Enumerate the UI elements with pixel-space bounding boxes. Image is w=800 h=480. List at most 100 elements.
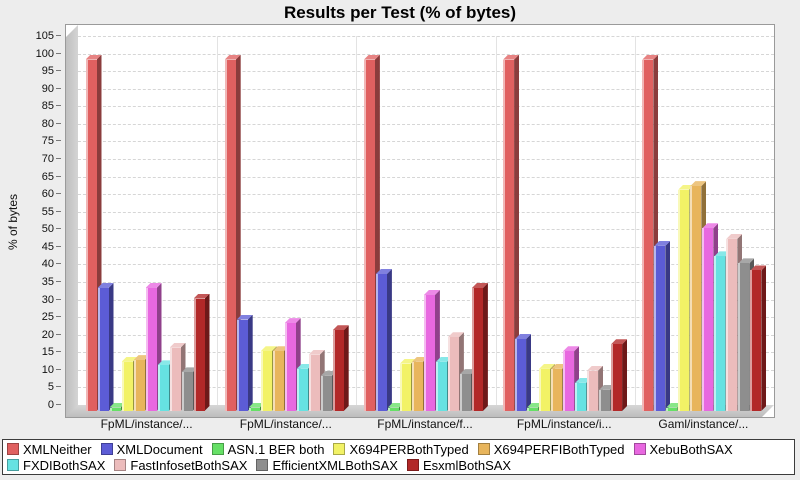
gridline — [78, 211, 774, 213]
y-axis-tick-label: 20 — [41, 328, 54, 341]
legend-swatch-icon — [256, 459, 269, 471]
legend-swatch-icon — [211, 443, 224, 455]
gridline — [78, 36, 774, 38]
bar-face-top — [321, 371, 337, 376]
legend-item-XebuBothSAX: XebuBothSAX — [633, 441, 733, 457]
bar-face-front — [702, 228, 714, 411]
bar-face-top — [110, 403, 126, 408]
y-axis-tick-mark — [56, 87, 61, 89]
gridline — [78, 264, 774, 266]
bar-face-top — [515, 334, 531, 339]
legend-label: EsxmlBothSAX — [422, 457, 512, 473]
left-wall-3d — [66, 25, 78, 417]
chart-title: Results per Test (% of bytes) — [283, 3, 517, 22]
legend-swatch-icon — [100, 443, 113, 455]
bar-face-side — [375, 55, 380, 411]
bar-XMLDocument — [375, 269, 393, 411]
gridline — [78, 53, 774, 55]
bar-XebuBothSAX — [423, 290, 441, 411]
bar-face-top — [551, 364, 567, 369]
y-axis-tick-label: 75 — [41, 135, 54, 148]
bar-face-top — [575, 378, 591, 383]
bar-face-top — [690, 181, 706, 186]
gridline — [78, 106, 774, 108]
bar-face-front — [308, 354, 320, 411]
legend-label: X694PERFIBothTyped — [493, 441, 625, 457]
bar-face-top — [285, 318, 301, 323]
legend-label: XebuBothSAX — [649, 441, 733, 457]
bar-face-top — [134, 355, 150, 360]
legend-swatch-icon — [7, 443, 19, 455]
bar-face-top — [273, 346, 289, 351]
bar-face-top — [424, 290, 440, 295]
plot-area — [65, 24, 775, 418]
category-separator-line — [356, 36, 358, 405]
bar-face-top — [412, 357, 428, 362]
bar-face-front — [85, 59, 97, 411]
bar-face-top — [527, 403, 543, 408]
bar-face-side — [97, 55, 102, 411]
bar-group — [85, 19, 211, 411]
bar-face-front — [678, 189, 690, 411]
y-axis-tick-mark — [56, 140, 61, 142]
bar-face-top — [587, 366, 603, 371]
bar-face-top — [666, 403, 682, 408]
legend-item-FastInfosetBothSAX: FastInfosetBothSAX — [114, 457, 247, 473]
bar-face-front — [411, 361, 423, 411]
bar-face-side — [387, 269, 392, 411]
legend-swatch-icon — [333, 443, 346, 455]
legend-swatch-icon — [406, 459, 419, 471]
bar-face-top — [261, 346, 277, 351]
bar-face-top — [364, 55, 380, 60]
bar-face-side — [236, 55, 241, 411]
legend-label: FastInfosetBothSAX — [130, 457, 248, 473]
y-axis-tick-label: 5 — [47, 381, 54, 394]
y-axis-tick-label: 105 — [35, 30, 54, 43]
bar-face-front — [224, 59, 236, 411]
bar-XMLNeither — [85, 55, 103, 411]
bar-face-top — [611, 339, 627, 344]
y-axis-tick-mark — [56, 298, 61, 300]
bar-face-front — [169, 347, 181, 411]
legend: XMLNeither XMLDocument ASN.1 BER both X694P… — [2, 439, 795, 475]
bar-face-top — [249, 403, 265, 408]
bar-face-top — [297, 364, 313, 369]
legend-swatch-icon — [477, 443, 490, 455]
bar-face-top — [599, 385, 615, 390]
bar-face-top — [563, 346, 579, 351]
bar-face-side — [574, 346, 579, 411]
bar-face-side — [296, 318, 301, 411]
bar-face-top — [750, 265, 766, 270]
bar-XMLDocument — [654, 241, 671, 411]
bar-face-front — [399, 363, 411, 411]
bar-face-front — [236, 319, 248, 411]
bar-face-front — [97, 288, 109, 411]
bar-face-top — [86, 55, 102, 60]
y-axis-tick-label: 60 — [41, 188, 54, 201]
legend-item-FXDIBothSAX: FXDIBothSAX — [7, 457, 105, 473]
category-separator-line — [634, 36, 636, 405]
bar-face-top — [436, 357, 452, 362]
y-axis-tick-label: 95 — [41, 65, 54, 78]
y-axis-tick-label: 50 — [41, 223, 54, 236]
bar-face-top — [472, 283, 488, 288]
bar-XMLDocument — [236, 315, 254, 411]
bar-XMLDocument — [97, 283, 115, 411]
bar-face-top — [726, 234, 742, 239]
bar-XMLNeither — [503, 55, 520, 411]
bar-group — [224, 19, 350, 411]
bar-face-top — [182, 367, 198, 372]
bar-face-front — [666, 407, 678, 411]
bar-group — [363, 19, 489, 411]
bar-face-top — [678, 185, 694, 190]
y-axis-tick-mark — [56, 351, 61, 353]
y-axis-tick-mark — [56, 175, 61, 177]
bar-EsxmlBothSAX — [471, 283, 489, 411]
bar-face-front — [515, 338, 527, 411]
bar-EsxmlBothSAX — [332, 325, 350, 411]
bar-face-side — [653, 55, 658, 411]
bar-face-top — [158, 360, 174, 365]
bar-face-top — [98, 283, 114, 288]
bar-face-side — [761, 265, 766, 411]
bar-face-front — [248, 407, 260, 411]
